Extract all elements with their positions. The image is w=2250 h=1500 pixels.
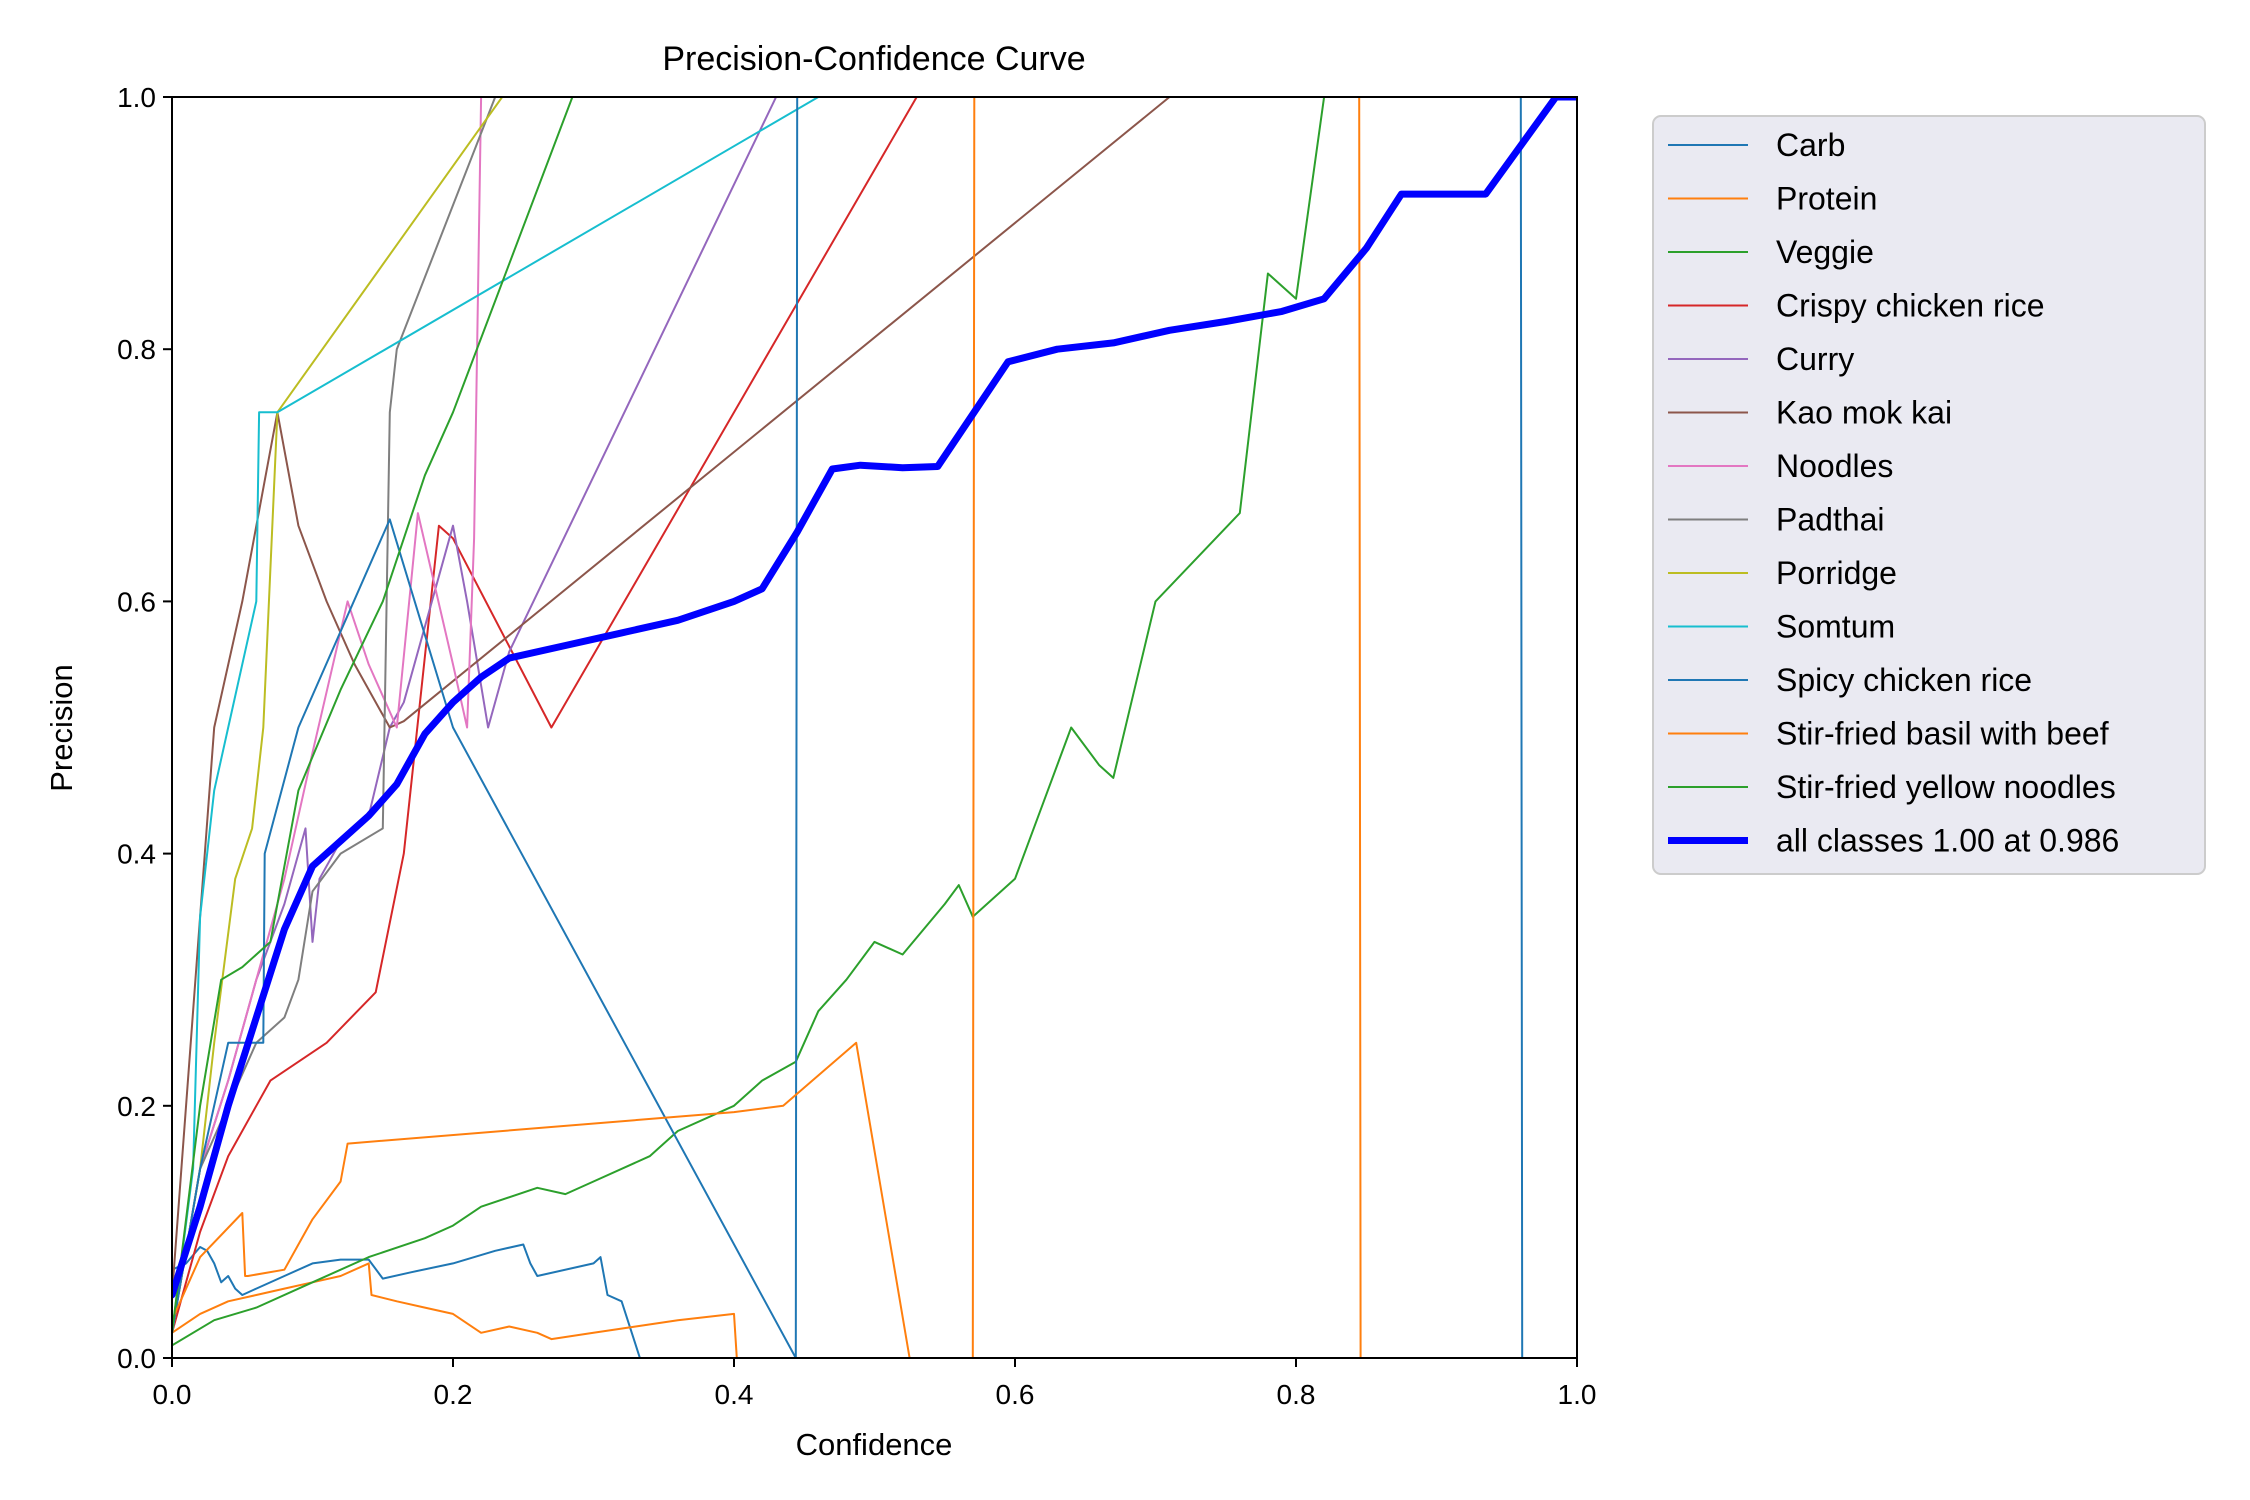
legend-label: Porridge (1776, 555, 1897, 591)
legend-label: all classes 1.00 at 0.986 (1776, 823, 2119, 859)
legend-label: Stir-fried yellow noodles (1776, 769, 2116, 805)
y-tick-label: 0.2 (117, 1091, 156, 1122)
chart-title: Precision-Confidence Curve (662, 40, 1085, 78)
legend: Carb Protein Veggie Crispy chicken rice Curr… (1652, 115, 2206, 875)
series-layer (172, 97, 1577, 1358)
x-tick-label: 0.6 (996, 1379, 1035, 1410)
y-tick-label: 0.8 (117, 334, 156, 365)
x-tick-label: 0.0 (153, 1379, 192, 1410)
series-line-stir-fried-yellow-noodles (172, 97, 1577, 1334)
y-axis-ticks: 0.0 0.2 0.4 0.6 0.8 1.0 (117, 82, 172, 1374)
series-line-carb (172, 1243, 651, 1358)
y-axis-label: Precision (44, 664, 79, 792)
legend-label: Carb (1776, 127, 1845, 163)
legend-label: Padthai (1776, 502, 1885, 538)
series-line-stir-fried-basil-with-beef (172, 97, 1577, 1358)
legend-label: Protein (1776, 181, 1877, 217)
y-tick-label: 0.0 (117, 1343, 156, 1374)
x-tick-label: 0.4 (715, 1379, 754, 1410)
series-line-noodles (172, 97, 1577, 1334)
y-tick-label: 0.6 (117, 586, 156, 617)
x-axis-ticks: 0.0 0.2 0.4 0.6 0.8 1.0 (153, 1358, 1597, 1410)
legend-label: Spicy chicken rice (1776, 662, 2032, 698)
legend-label: Somtum (1776, 609, 1895, 645)
legend-label: Stir-fried basil with beef (1776, 716, 2109, 752)
legend-label: Curry (1776, 341, 1854, 377)
x-tick-label: 0.8 (1277, 1379, 1316, 1410)
legend-label: Veggie (1776, 234, 1874, 270)
series-line-porridge (172, 97, 1577, 1334)
series-line-crispy-chicken-rice (172, 97, 1577, 1334)
x-axis-label: Confidence (796, 1427, 953, 1462)
series-line-veggie (172, 97, 1577, 1347)
y-tick-label: 0.4 (117, 839, 156, 870)
y-tick-label: 1.0 (117, 82, 156, 113)
plot-frame (171, 96, 1578, 1359)
series-line-protein (172, 1262, 742, 1358)
legend-label: Kao mok kai (1776, 395, 1952, 431)
series-line-spicy-chicken-rice (172, 97, 1577, 1358)
x-tick-label: 0.2 (434, 1379, 473, 1410)
series-line-kao-mok-kai (172, 97, 1577, 1296)
x-tick-label: 1.0 (1558, 1379, 1597, 1410)
legend-label: Crispy chicken rice (1776, 288, 2045, 324)
series-line-all-classes-1-00-at-0-986 (172, 97, 1577, 1299)
series-line-somtum (172, 97, 1577, 1334)
legend-frame (1652, 115, 2206, 875)
legend-label: Noodles (1776, 448, 1893, 484)
